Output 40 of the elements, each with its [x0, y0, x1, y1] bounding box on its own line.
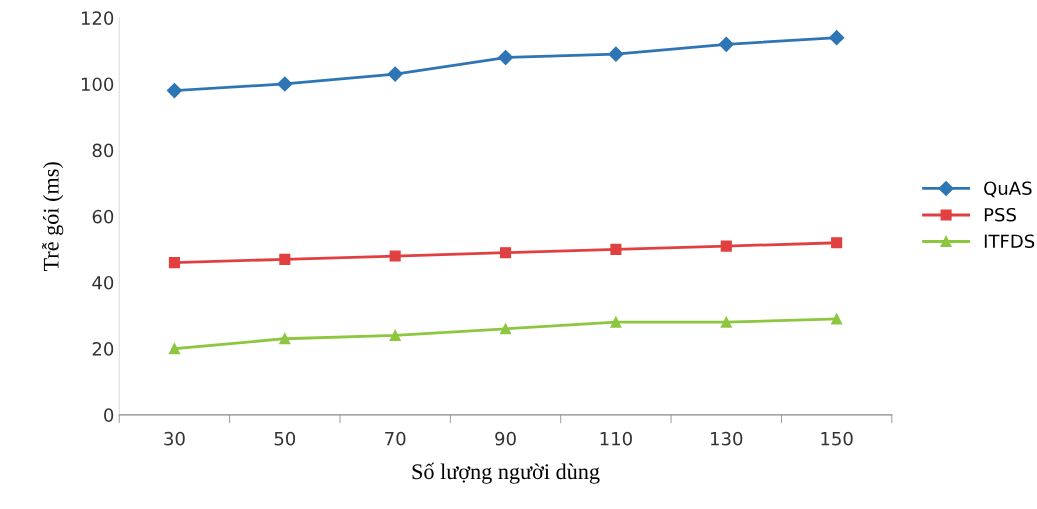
y-tick-label: 40 — [92, 275, 114, 290]
point — [831, 313, 843, 325]
y-tick-label: 20 — [92, 342, 114, 356]
point — [168, 343, 180, 355]
point — [166, 83, 183, 99]
point — [168, 257, 180, 269]
point — [718, 36, 734, 52]
x-tick-label: 90 — [495, 431, 516, 446]
point — [389, 329, 401, 341]
point — [610, 243, 622, 255]
legend-label: QuAS — [984, 181, 1032, 198]
x-tick-label: 70 — [385, 431, 406, 446]
y-tick-label: 100 — [81, 77, 114, 92]
x-tick-label: 50 — [274, 431, 296, 446]
x-tick-label: 110 — [600, 431, 632, 446]
point — [499, 323, 512, 335]
point — [610, 316, 622, 328]
point — [279, 253, 291, 265]
x-axis-title: Số lượng người dùng — [412, 462, 600, 484]
point — [279, 333, 291, 345]
legend-label: PSS — [984, 207, 1016, 222]
y-tick-label: 120 — [81, 11, 114, 25]
legend-label: ITFDS — [984, 234, 1035, 249]
point — [497, 49, 514, 66]
y-tick-label: 60 — [92, 209, 114, 224]
point — [499, 247, 512, 259]
point — [608, 46, 624, 62]
point — [387, 66, 403, 82]
y-axis-title: Trễ gói (ms) — [41, 162, 64, 272]
point — [389, 250, 401, 262]
x-tick-label: 150 — [821, 431, 853, 446]
y-tick-label: 0 — [104, 408, 114, 422]
x-tick-label: 130 — [711, 431, 743, 446]
x-tick-label: 30 — [164, 431, 185, 446]
point — [720, 316, 732, 328]
point — [277, 76, 293, 92]
point — [720, 240, 732, 252]
point — [831, 237, 843, 249]
y-tick-label: 80 — [92, 143, 114, 158]
point — [829, 30, 845, 46]
